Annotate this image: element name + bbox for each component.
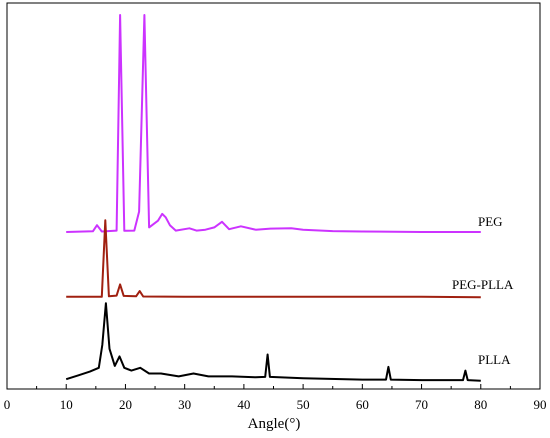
x-axis-label: Angle(°) [248,416,301,432]
series-line-peg [66,14,481,233]
x-tick-label: 20 [119,397,132,412]
x-tick-label: 50 [297,397,310,412]
series-label-peg: PEG [478,214,503,229]
plot-frame [6,2,541,390]
x-tick-label: 60 [356,397,369,412]
x-tick-label: 10 [60,397,73,412]
x-axis: 0 10 20 30 40 50 60 70 80 90 [4,384,547,412]
x-tick-label: 80 [474,397,487,412]
series-label-plla: PLLA [478,352,511,367]
series-label-peg-plla: PEG-PLLA [452,277,514,292]
series-line-peg-plla [66,219,481,299]
x-tick-label: 70 [415,397,428,412]
series-line-plla [65,302,481,382]
series-layer [65,14,481,382]
x-tick-label: 90 [534,397,547,412]
x-tick-label: 40 [237,397,250,412]
series-labels: PEG PEG-PLLA PLLA [452,214,514,367]
x-tick-label: 30 [178,397,191,412]
x-tick-label: 0 [4,397,11,412]
